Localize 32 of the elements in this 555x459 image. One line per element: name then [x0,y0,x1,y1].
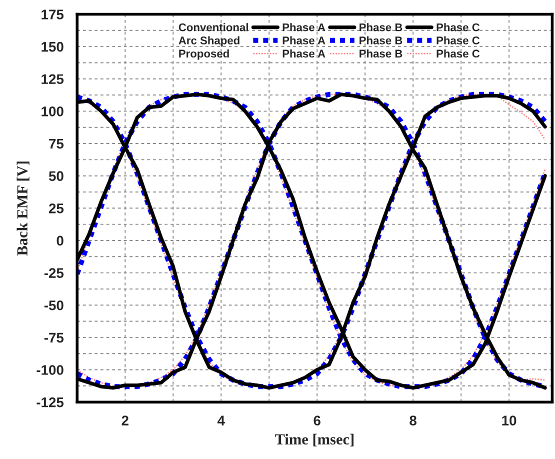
annotation: Proposed [179,49,229,60]
y-axis-title: Back EMF [V] [16,162,30,256]
legend-label: Phase A [282,49,326,58]
x-tick-label: 8 [410,416,416,426]
y-tick-label: 175 [42,10,64,20]
legend-label: Phase B [360,49,402,58]
legend-label: Phase C [436,23,480,32]
y-tick-label: 150 [42,42,64,52]
legend-label: Phase C [436,36,480,44]
y-tick-label: -75 [44,332,64,343]
legend-label: Phase C [436,49,480,58]
y-tick-label: -100 [36,365,64,375]
y-tick-label: 125 [42,74,64,84]
legend-label: Phase A [282,23,326,32]
x-tick-label: 2 [122,416,128,426]
legend-label: Phase B [360,23,402,32]
legend-label: Phase A [282,36,326,44]
y-tick-label: 50 [48,171,64,182]
x-axis-title: Time [msec] [274,434,354,446]
legend-label: Phase B [360,36,402,44]
x-tick-label: 6 [314,416,320,426]
y-tick-label: 0 [56,236,64,246]
y-tick-label: -25 [44,268,64,278]
annotation: Arc Shaped [178,36,240,47]
x-tick-label: 10 [502,416,516,426]
x-tick-label: 4 [217,416,225,426]
y-tick-label: -50 [44,300,64,310]
annotation: Conventional [178,23,248,32]
y-tick-label: 100 [42,106,64,116]
y-tick-label: -125 [36,397,64,408]
y-tick-label: 75 [49,138,64,149]
y-tick-label: 25 [48,203,64,214]
